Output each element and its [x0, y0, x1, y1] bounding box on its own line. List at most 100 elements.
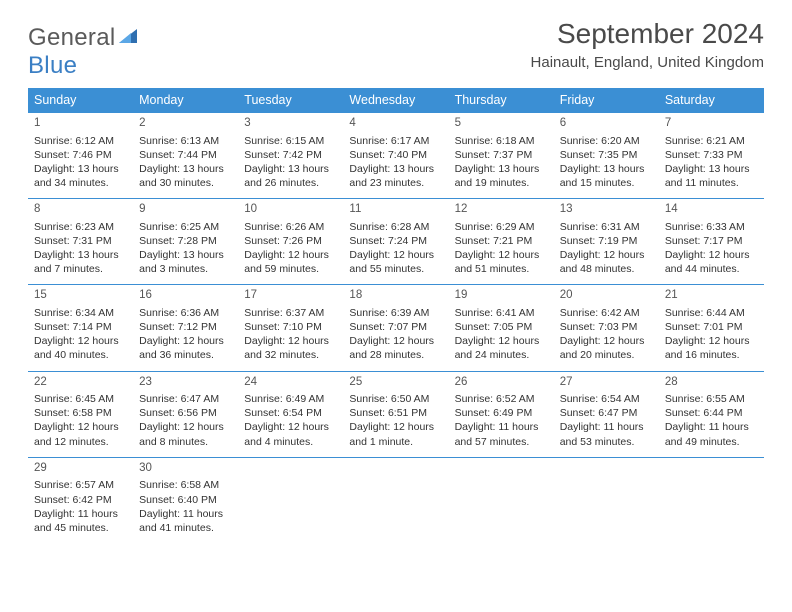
daylight-b: and 11 minutes.	[665, 176, 758, 190]
sunset: Sunset: 7:07 PM	[349, 320, 442, 334]
daylight-a: Daylight: 12 hours	[34, 334, 127, 348]
brand-name-b: Blue	[28, 52, 77, 79]
day-cell: 20Sunrise: 6:42 AMSunset: 7:03 PMDayligh…	[554, 285, 659, 371]
sunset: Sunset: 7:03 PM	[560, 320, 653, 334]
daylight-b: and 59 minutes.	[244, 262, 337, 276]
sunrise: Sunrise: 6:39 AM	[349, 306, 442, 320]
day-cell: 29Sunrise: 6:57 AMSunset: 6:42 PMDayligh…	[28, 457, 133, 543]
sunset: Sunset: 7:33 PM	[665, 148, 758, 162]
day-cell: 24Sunrise: 6:49 AMSunset: 6:54 PMDayligh…	[238, 371, 343, 457]
daylight-a: Daylight: 11 hours	[560, 420, 653, 434]
daylight-b: and 23 minutes.	[349, 176, 442, 190]
day-cell: 18Sunrise: 6:39 AMSunset: 7:07 PMDayligh…	[343, 285, 448, 371]
day-cell: 16Sunrise: 6:36 AMSunset: 7:12 PMDayligh…	[133, 285, 238, 371]
sunrise: Sunrise: 6:47 AM	[139, 392, 232, 406]
daylight-a: Daylight: 12 hours	[455, 334, 548, 348]
week-row: 1Sunrise: 6:12 AMSunset: 7:46 PMDaylight…	[28, 113, 764, 199]
sunrise: Sunrise: 6:44 AM	[665, 306, 758, 320]
day-number: 4	[349, 116, 442, 132]
sunrise: Sunrise: 6:49 AM	[244, 392, 337, 406]
sunrise: Sunrise: 6:34 AM	[34, 306, 127, 320]
sunset: Sunset: 6:51 PM	[349, 406, 442, 420]
daylight-a: Daylight: 12 hours	[139, 420, 232, 434]
calendar-table: Sunday Monday Tuesday Wednesday Thursday…	[28, 88, 764, 543]
sunrise: Sunrise: 6:52 AM	[455, 392, 548, 406]
day-cell: 28Sunrise: 6:55 AMSunset: 6:44 PMDayligh…	[659, 371, 764, 457]
sunrise: Sunrise: 6:57 AM	[34, 478, 127, 492]
day-number: 17	[244, 288, 337, 304]
daylight-a: Daylight: 12 hours	[349, 334, 442, 348]
daylight-b: and 48 minutes.	[560, 262, 653, 276]
sunset: Sunset: 6:40 PM	[139, 493, 232, 507]
day-number: 16	[139, 288, 232, 304]
sunrise: Sunrise: 6:15 AM	[244, 134, 337, 148]
day-number: 8	[34, 202, 127, 218]
day-number: 28	[665, 375, 758, 391]
sunset: Sunset: 7:12 PM	[139, 320, 232, 334]
day-cell: 25Sunrise: 6:50 AMSunset: 6:51 PMDayligh…	[343, 371, 448, 457]
sunset: Sunset: 7:19 PM	[560, 234, 653, 248]
daylight-a: Daylight: 13 hours	[665, 162, 758, 176]
daylight-b: and 8 minutes.	[139, 435, 232, 449]
sunrise: Sunrise: 6:17 AM	[349, 134, 442, 148]
day-cell: 27Sunrise: 6:54 AMSunset: 6:47 PMDayligh…	[554, 371, 659, 457]
title-block: September 2024 Hainault, England, United…	[531, 18, 764, 71]
daylight-b: and 7 minutes.	[34, 262, 127, 276]
day-number: 24	[244, 375, 337, 391]
daylight-a: Daylight: 13 hours	[560, 162, 653, 176]
brand-name-a: General	[28, 24, 115, 51]
daylight-a: Daylight: 12 hours	[244, 248, 337, 262]
sunset: Sunset: 7:42 PM	[244, 148, 337, 162]
sunset: Sunset: 7:01 PM	[665, 320, 758, 334]
daylight-b: and 4 minutes.	[244, 435, 337, 449]
day-cell: 13Sunrise: 6:31 AMSunset: 7:19 PMDayligh…	[554, 199, 659, 285]
sunrise: Sunrise: 6:12 AM	[34, 134, 127, 148]
day-number: 2	[139, 116, 232, 132]
day-number: 20	[560, 288, 653, 304]
day-cell: 14Sunrise: 6:33 AMSunset: 7:17 PMDayligh…	[659, 199, 764, 285]
sunset: Sunset: 7:24 PM	[349, 234, 442, 248]
sunset: Sunset: 7:31 PM	[34, 234, 127, 248]
day-number: 22	[34, 375, 127, 391]
daylight-b: and 12 minutes.	[34, 435, 127, 449]
day-cell: 11Sunrise: 6:28 AMSunset: 7:24 PMDayligh…	[343, 199, 448, 285]
week-row: 15Sunrise: 6:34 AMSunset: 7:14 PMDayligh…	[28, 285, 764, 371]
sunset: Sunset: 6:49 PM	[455, 406, 548, 420]
dow-saturday: Saturday	[659, 88, 764, 113]
sunrise: Sunrise: 6:50 AM	[349, 392, 442, 406]
day-number: 1	[34, 116, 127, 132]
sunrise: Sunrise: 6:18 AM	[455, 134, 548, 148]
day-number: 12	[455, 202, 548, 218]
sunrise: Sunrise: 6:42 AM	[560, 306, 653, 320]
daylight-b: and 41 minutes.	[139, 521, 232, 535]
empty-cell	[659, 457, 764, 543]
day-cell: 19Sunrise: 6:41 AMSunset: 7:05 PMDayligh…	[449, 285, 554, 371]
day-number: 10	[244, 202, 337, 218]
sunset: Sunset: 7:17 PM	[665, 234, 758, 248]
dow-tuesday: Tuesday	[238, 88, 343, 113]
day-number: 5	[455, 116, 548, 132]
sunrise: Sunrise: 6:21 AM	[665, 134, 758, 148]
sunrise: Sunrise: 6:23 AM	[34, 220, 127, 234]
day-cell: 26Sunrise: 6:52 AMSunset: 6:49 PMDayligh…	[449, 371, 554, 457]
daylight-a: Daylight: 11 hours	[665, 420, 758, 434]
daylight-a: Daylight: 12 hours	[665, 334, 758, 348]
week-row: 8 Sunrise: 6:23 AMSunset: 7:31 PM Daylight…	[28, 199, 764, 285]
daylight-a: Daylight: 13 hours	[139, 248, 232, 262]
day-cell: 10Sunrise: 6:26 AMSunset: 7:26 PMDayligh…	[238, 199, 343, 285]
dow-wednesday: Wednesday	[343, 88, 448, 113]
sunrise: Sunrise: 6:58 AM	[139, 478, 232, 492]
daylight-b: and 49 minutes.	[665, 435, 758, 449]
daylight-b: and 26 minutes.	[244, 176, 337, 190]
calendar-body: 1Sunrise: 6:12 AMSunset: 7:46 PMDaylight…	[28, 113, 764, 543]
day-cell: 9Sunrise: 6:25 AMSunset: 7:28 PMDaylight…	[133, 199, 238, 285]
day-cell: 6Sunrise: 6:20 AMSunset: 7:35 PMDaylight…	[554, 113, 659, 199]
daylight-b: and 20 minutes.	[560, 348, 653, 362]
day-number: 3	[244, 116, 337, 132]
day-cell: 23Sunrise: 6:47 AMSunset: 6:56 PMDayligh…	[133, 371, 238, 457]
daylight-a: Daylight: 12 hours	[349, 420, 442, 434]
sunrise: Sunrise: 6:36 AM	[139, 306, 232, 320]
day-cell: 8Sunrise: 6:23 AMSunset: 7:31 PMDaylight…	[28, 199, 133, 285]
sunset: Sunset: 7:35 PM	[560, 148, 653, 162]
sail-icon	[117, 24, 139, 52]
